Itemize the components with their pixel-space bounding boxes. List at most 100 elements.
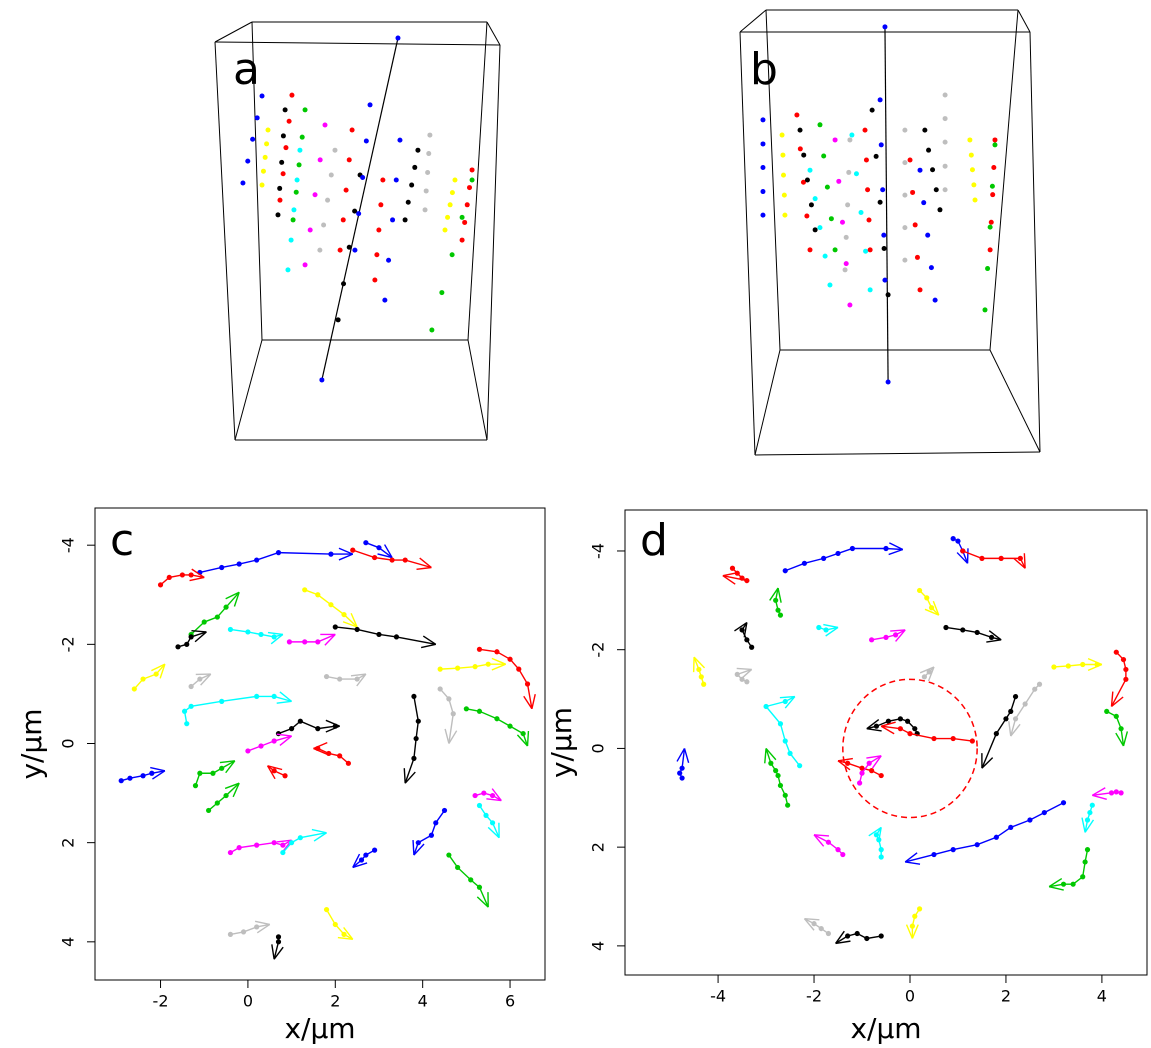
track-point [729, 565, 736, 571]
track-point [192, 783, 199, 789]
point [968, 152, 974, 158]
track-point [286, 639, 293, 645]
point [807, 167, 813, 173]
point [867, 287, 873, 293]
track [478, 805, 500, 838]
point [988, 219, 994, 225]
arrow-head [777, 587, 782, 603]
track-point [254, 924, 260, 930]
track-point [282, 773, 288, 779]
point [985, 266, 991, 272]
track-point [943, 624, 949, 631]
track-point [979, 555, 985, 561]
track-point [734, 671, 740, 677]
point [926, 147, 932, 153]
track [326, 673, 367, 680]
point [360, 175, 366, 180]
arrow-head [191, 568, 205, 578]
point [352, 247, 358, 253]
track-point [214, 614, 220, 620]
arrow-head [151, 663, 166, 672]
arrow-head [412, 840, 415, 856]
arrow-head [1092, 794, 1107, 801]
point [374, 252, 380, 258]
arrow-head [225, 760, 236, 774]
y-tick-label: -4 [59, 537, 78, 553]
track-point [337, 753, 343, 759]
track-point [472, 664, 478, 670]
track-point [411, 755, 417, 761]
track-point [916, 906, 923, 912]
track-point [280, 842, 286, 848]
track-point [782, 568, 788, 574]
track-point [254, 693, 260, 700]
track [881, 725, 973, 742]
point [260, 168, 266, 174]
track-point [859, 765, 865, 771]
point [378, 202, 384, 208]
track-point [271, 634, 277, 640]
panel-label: a [233, 44, 260, 95]
point [866, 217, 872, 223]
point [782, 212, 788, 218]
arrow-head [880, 725, 895, 735]
x-tick-label: 2 [1001, 987, 1011, 1006]
track [466, 708, 529, 747]
arrow-head [927, 666, 935, 682]
point [469, 167, 475, 173]
arrow-head [866, 719, 880, 730]
arrow-head [734, 621, 748, 632]
point [942, 139, 948, 145]
arrow-head [905, 924, 914, 939]
point [760, 165, 766, 171]
track-point [415, 718, 421, 724]
arrow-head [270, 633, 284, 645]
point [240, 180, 246, 186]
track-point [909, 923, 915, 929]
arrow-head [1013, 557, 1026, 569]
point [849, 132, 855, 138]
point [971, 182, 977, 188]
track-point [1032, 686, 1038, 692]
y-tick-label: 0 [59, 738, 78, 748]
point [277, 185, 283, 191]
point [760, 189, 766, 195]
point [972, 197, 978, 203]
arrow-head [491, 657, 506, 665]
arrow-head [683, 748, 690, 764]
track [1106, 710, 1125, 747]
track-point [811, 921, 817, 927]
point [760, 117, 766, 123]
track-point [275, 934, 282, 940]
arrow-head [895, 629, 906, 642]
arrow-head [1087, 663, 1103, 671]
point [405, 199, 411, 205]
track-point [873, 723, 880, 729]
point [322, 122, 328, 128]
track-point [197, 676, 203, 682]
point [397, 137, 403, 143]
track-point [974, 629, 980, 636]
point [882, 277, 888, 283]
track-point [297, 718, 303, 724]
point [822, 253, 828, 259]
track-point [931, 735, 937, 742]
arrow-head [342, 621, 358, 628]
arrow-head [189, 576, 205, 582]
point [987, 224, 993, 230]
box-b [739, 9, 1041, 456]
track-point [227, 849, 234, 856]
x-tick-label: -2 [153, 992, 169, 1011]
arrow-head [743, 622, 748, 638]
track-point [483, 812, 489, 818]
track-point [446, 852, 452, 858]
track-point [354, 626, 360, 633]
track-point [271, 768, 277, 774]
arrow-head [313, 747, 328, 755]
track-point [332, 624, 338, 630]
track-point [782, 738, 788, 744]
point [846, 169, 852, 175]
point [447, 202, 453, 208]
track-point [520, 730, 526, 737]
point [386, 257, 392, 263]
